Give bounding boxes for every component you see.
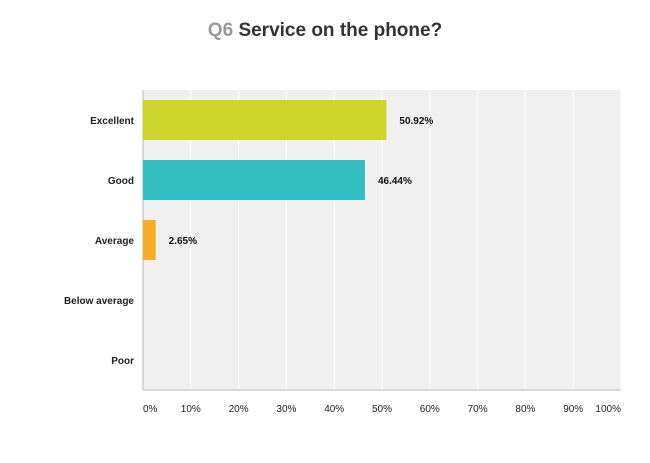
category-labels: Excellent Good Average Below average Poor: [64, 116, 135, 367]
category-label: Below average: [64, 296, 134, 307]
data-label: 50.92%: [399, 116, 433, 127]
bar-average[interactable]: [143, 220, 156, 260]
x-tick-label: 30%: [276, 404, 296, 415]
x-tick-label: 90%: [563, 404, 583, 415]
x-tick-label: 20%: [229, 404, 249, 415]
value-labels: 50.92% 46.44% 2.65%: [169, 116, 434, 247]
question-number: Q6: [207, 20, 234, 41]
x-tick-label: 100%: [595, 404, 621, 415]
x-tick-label: 70%: [468, 404, 488, 415]
category-label: Average: [95, 236, 135, 247]
bars: [143, 100, 387, 260]
data-label: 46.44%: [378, 176, 412, 187]
bar-good[interactable]: [143, 160, 365, 200]
bar-excellent[interactable]: [143, 100, 387, 140]
x-tick-label: 60%: [420, 404, 440, 415]
x-tick-label: 80%: [515, 404, 535, 415]
category-label: Good: [108, 176, 134, 187]
x-tick-label: 50%: [372, 404, 392, 415]
question-title: Service on the phone?: [238, 20, 443, 41]
x-tick-label: 10%: [181, 404, 201, 415]
data-label: 2.65%: [169, 236, 197, 247]
x-tick-label: 40%: [324, 404, 344, 415]
x-tick-label: 0%: [143, 404, 158, 415]
category-label: Excellent: [90, 116, 135, 127]
category-label: Poor: [111, 356, 134, 367]
chart-title: Q6 Service on the phone?: [0, 20, 650, 42]
x-axis-tick-labels: 0% 10% 20% 30% 40% 50% 60% 70% 80% 90% 100%: [143, 404, 621, 415]
